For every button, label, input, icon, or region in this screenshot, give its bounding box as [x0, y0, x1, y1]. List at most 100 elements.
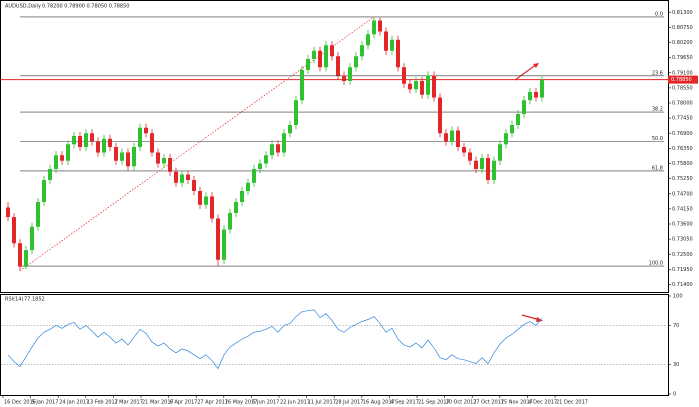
candle-body [342, 75, 346, 81]
candle-body [534, 92, 538, 98]
x-tick-label: 6 Apr 2017 [170, 400, 198, 406]
candle-body [30, 226, 34, 251]
y-tick-label: 0.76900 [672, 131, 693, 137]
candle-body [156, 152, 160, 164]
x-tick-label: 15 Nov 2017 [501, 400, 533, 406]
fib-label: 61.8 [652, 165, 663, 171]
candle-body [276, 144, 280, 153]
candle-body [444, 133, 448, 142]
candle-body [174, 171, 178, 183]
arrow-head [533, 63, 539, 68]
candle-body [372, 20, 376, 35]
candle-body [102, 138, 106, 153]
y-tick-label: 0.73600 [672, 222, 693, 228]
y-tick-label: 0.78550 [672, 85, 693, 91]
candle-body [354, 56, 358, 68]
candle-body [462, 147, 466, 153]
candle-body [180, 174, 184, 183]
candle-body [300, 70, 304, 101]
candle-body [486, 158, 490, 180]
candle-body [150, 133, 154, 153]
candle-body [162, 158, 166, 164]
candle-body [120, 152, 124, 161]
candle-body [18, 243, 22, 267]
candle-body [54, 155, 58, 169]
candle-body [288, 125, 292, 134]
candle-body [240, 191, 244, 202]
candle-body [246, 182, 250, 191]
rsi-panel [0, 294, 669, 396]
candle-body [96, 141, 100, 153]
x-tick-label: 27 Oct 2017 [473, 400, 504, 406]
fib-label: 50.0 [652, 136, 663, 142]
x-tick-label: 21 Sep 2017 [418, 400, 450, 406]
candle-body [312, 50, 316, 59]
candle-body [348, 67, 352, 81]
fib-label: 0.0 [655, 11, 663, 17]
x-tick-label: 22 Jun 2017 [280, 400, 310, 406]
candle-body [432, 75, 436, 98]
candle-body [168, 158, 172, 172]
candle-body [72, 136, 76, 145]
candle-body [36, 202, 40, 227]
x-tick-label: 4 Sep 2017 [390, 400, 419, 406]
x-tick-label: 13 Feb 2017 [87, 400, 118, 406]
candle-body [396, 39, 400, 68]
y-tick-label: 70 [673, 323, 679, 329]
candle-body [360, 45, 364, 57]
x-tick-label: 5 Jan 2017 [32, 400, 59, 406]
candle-body [540, 79, 544, 98]
fib-label: 38.2 [652, 107, 663, 113]
candle-body [324, 45, 328, 68]
candle-body [270, 144, 274, 156]
candle-body [294, 100, 298, 125]
candle-body [126, 152, 130, 167]
y-tick-label: 0 [673, 392, 676, 398]
candle-body [378, 20, 382, 32]
y-tick-label: 0.79100 [672, 70, 693, 76]
candle-body [318, 50, 322, 68]
x-tick-label: 2 Mar 2017 [114, 400, 143, 406]
candle-body [6, 207, 10, 218]
candle-body [48, 169, 52, 180]
candle-body [516, 114, 520, 125]
x-tick-label: 10 Oct 2017 [446, 400, 477, 406]
y-tick-label: 0.71950 [672, 267, 693, 273]
candle-body [84, 133, 88, 147]
candle-body [204, 196, 208, 205]
x-tick-label: 21 Dec 2017 [556, 400, 588, 406]
rsi-last: 77.1852 [24, 297, 45, 303]
candle-body [198, 191, 202, 205]
candle-body [336, 56, 340, 76]
y-tick-label: 0.80200 [672, 40, 693, 46]
candle-body [138, 127, 142, 147]
x-tick-label: 4 Dec 2017 [528, 400, 557, 406]
candle-body [450, 130, 454, 142]
candle-body [456, 130, 460, 147]
candle-body [210, 196, 214, 219]
candle-body [108, 138, 112, 147]
x-tick-label: 28 Jul 2017 [335, 400, 363, 406]
y-tick-label: 0.77450 [672, 116, 693, 122]
y-tick-label: 100 [673, 294, 683, 300]
rsi-line [7, 309, 543, 370]
candle-body [366, 34, 370, 46]
candle-body [414, 81, 418, 90]
y-tick-label: 0.74150 [672, 206, 693, 212]
candle-body [474, 160, 478, 169]
candle-body [24, 250, 28, 267]
candle-body [234, 202, 238, 213]
candle-body [66, 144, 70, 161]
candle-body [216, 218, 220, 260]
candle-body [192, 180, 196, 191]
candle-body [498, 144, 502, 161]
x-tick-label: 24 Jan 2017 [59, 400, 89, 406]
fib-label: 23.6 [652, 70, 663, 76]
quote: 0.78200 0.78900 0.78050 0.78850 [42, 4, 129, 10]
y-tick-label: 0.74700 [672, 191, 693, 197]
y-tick-label: 0.73050 [672, 237, 693, 243]
candle-body [186, 174, 190, 180]
y-tick-label: 0.75250 [672, 176, 693, 182]
candle-body [510, 125, 514, 134]
fib-label: 100.0 [649, 261, 663, 267]
